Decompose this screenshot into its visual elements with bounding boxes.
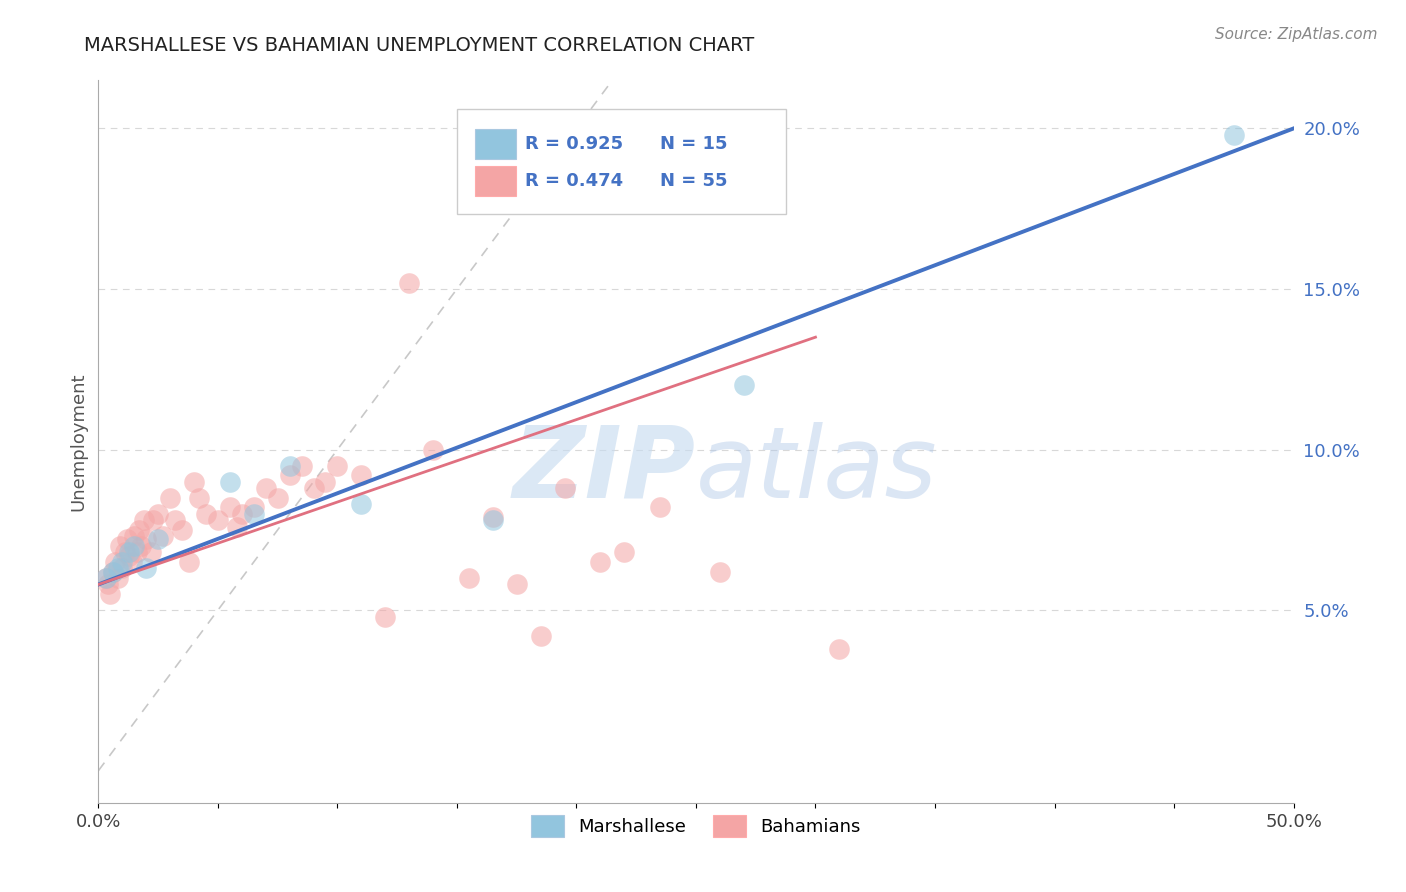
Point (1223, 128, 1246, 142)
Text: atlas: atlas (696, 422, 938, 519)
Point (107, 571, 129, 585)
FancyBboxPatch shape (475, 166, 516, 196)
Point (125, 545, 148, 559)
Point (243, 500, 266, 515)
Point (172, 523, 194, 537)
Point (422, 442, 444, 457)
Point (94, 571, 117, 585)
Point (111, 555, 134, 569)
Point (132, 513, 155, 527)
Point (243, 507, 266, 521)
Point (302, 481, 325, 495)
Point (148, 507, 170, 521)
Point (104, 555, 127, 569)
Point (481, 513, 505, 527)
Point (115, 533, 138, 547)
Point (589, 555, 612, 569)
Point (530, 629, 553, 643)
Point (398, 276, 420, 290)
Point (159, 491, 181, 505)
Point (108, 539, 131, 553)
Point (828, 641, 851, 656)
Point (131, 539, 153, 553)
Y-axis label: Unemployment: Unemployment (69, 372, 87, 511)
Text: ZIP: ZIP (513, 422, 696, 519)
Point (207, 513, 229, 527)
Point (98, 587, 122, 601)
Point (254, 481, 277, 495)
Point (458, 571, 481, 585)
Point (179, 555, 201, 569)
Point (121, 555, 143, 569)
Text: MARSHALLESE VS BAHAMIAN UNEMPLOYMENT CORRELATION CHART: MARSHALLESE VS BAHAMIAN UNEMPLOYMENT COR… (84, 36, 755, 54)
Point (226, 519, 249, 533)
FancyBboxPatch shape (457, 109, 786, 214)
Point (219, 475, 242, 489)
Point (733, 378, 755, 392)
Point (350, 497, 373, 511)
Point (187, 491, 209, 505)
Point (142, 513, 165, 527)
Text: R = 0.925: R = 0.925 (524, 135, 623, 153)
Point (219, 500, 242, 515)
Point (118, 549, 141, 563)
Point (97, 577, 120, 591)
Point (278, 458, 301, 473)
Point (195, 507, 218, 521)
Point (350, 468, 373, 483)
Point (148, 533, 170, 547)
Point (118, 545, 141, 559)
Point (291, 458, 314, 473)
Point (648, 500, 672, 515)
Text: R = 0.474: R = 0.474 (524, 172, 623, 190)
Point (374, 609, 396, 624)
Point (326, 458, 349, 473)
Point (139, 545, 162, 559)
Point (163, 513, 186, 527)
Text: N = 15: N = 15 (661, 135, 728, 153)
Text: Source: ZipAtlas.com: Source: ZipAtlas.com (1215, 27, 1378, 42)
Point (267, 491, 290, 505)
Point (231, 507, 253, 521)
Point (124, 539, 146, 553)
Point (481, 510, 505, 524)
Text: N = 55: N = 55 (661, 172, 728, 190)
Point (278, 468, 301, 483)
Point (101, 565, 124, 579)
Point (135, 561, 157, 575)
Point (124, 529, 146, 543)
Point (114, 545, 136, 559)
FancyBboxPatch shape (475, 128, 516, 159)
Legend: Marshallese, Bahamians: Marshallese, Bahamians (524, 808, 868, 845)
Point (135, 533, 157, 547)
Point (101, 565, 124, 579)
Point (128, 523, 150, 537)
Point (709, 565, 731, 579)
Point (152, 529, 174, 543)
Point (111, 561, 134, 575)
Point (94, 571, 117, 585)
Point (613, 545, 636, 559)
Point (506, 577, 529, 591)
Point (107, 561, 129, 575)
Point (183, 475, 205, 489)
Point (315, 475, 337, 489)
Point (554, 481, 576, 495)
